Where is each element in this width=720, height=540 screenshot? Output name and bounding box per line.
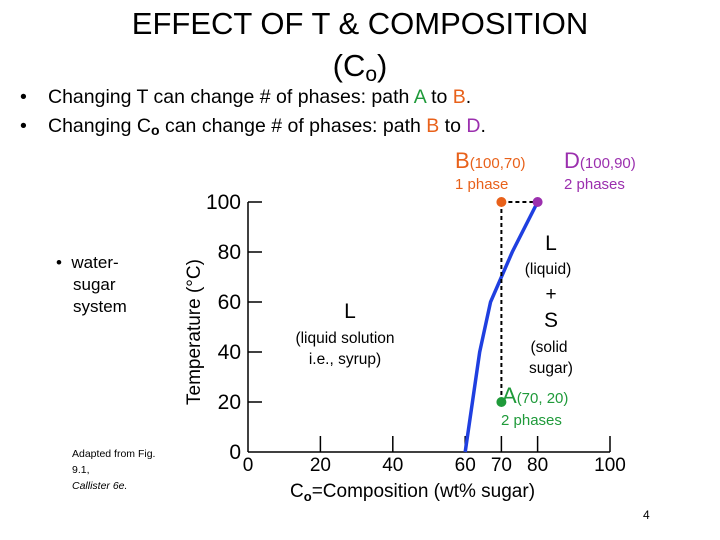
slide-title-line1: EFFECT OF T & COMPOSITION (131, 6, 589, 41)
x-tick-label: 0 (243, 455, 254, 476)
region-two-phase-S: S (544, 309, 558, 332)
y-tick-label: 20 (218, 391, 241, 414)
region-two-phase-plus: + (545, 284, 556, 305)
region-liquid-desc2: i.e., syrup) (309, 351, 381, 368)
point-b-note: 1 phase (455, 176, 508, 193)
page-number: 4 (643, 508, 650, 522)
x-tick-label: 70 (491, 455, 512, 476)
figure-credit: Adapted from Fig. 9.1, Callister 6e. (72, 448, 156, 492)
region-two-phase-sugar: sugar) (529, 360, 573, 377)
water-sugar-note: • water- sugar system (56, 253, 127, 316)
point-a (496, 397, 507, 407)
y-axis-label: Temperature (°C) (184, 259, 205, 405)
region-two-phase-solid: (solid (530, 339, 567, 356)
region-liquid-desc1: (liquid solution (295, 330, 394, 347)
solubility-limit-curve (463, 201, 540, 453)
region-liquid-label: L (344, 300, 356, 323)
y-tick-label: 80 (218, 241, 241, 264)
region-two-phase-L: L (545, 232, 557, 255)
x-tick-label: 20 (310, 455, 331, 476)
point-d-note: 2 phases (564, 176, 625, 193)
point-d (532, 197, 543, 207)
bullet-change-temperature: • Changing T can change # of phases: path… (20, 86, 472, 108)
point-d-label: D(100,90) (564, 148, 636, 173)
point-b (496, 197, 507, 207)
x-axis-label: Co=Composition (wt% sugar) (290, 481, 535, 504)
point-a-label: A(70, 20) (502, 383, 568, 408)
y-tick-label: 60 (218, 291, 241, 314)
point-a-note: 2 phases (501, 412, 562, 429)
point-b-label: B(100,70) (455, 148, 526, 173)
bullet-change-composition: • Changing Co can change # of phases: pat… (20, 115, 486, 138)
y-tick-label: 100 (206, 191, 241, 214)
x-tick-label: 60 (455, 455, 476, 476)
x-tick-label: 40 (382, 455, 403, 476)
y-tick-label: 0 (229, 441, 241, 464)
x-tick-label: 80 (527, 455, 548, 476)
region-two-phase-liquid: (liquid) (525, 261, 572, 278)
slide-title-line2: (Co) (332, 48, 388, 86)
y-tick-label: 40 (218, 341, 241, 364)
x-tick-label: 100 (594, 455, 626, 476)
